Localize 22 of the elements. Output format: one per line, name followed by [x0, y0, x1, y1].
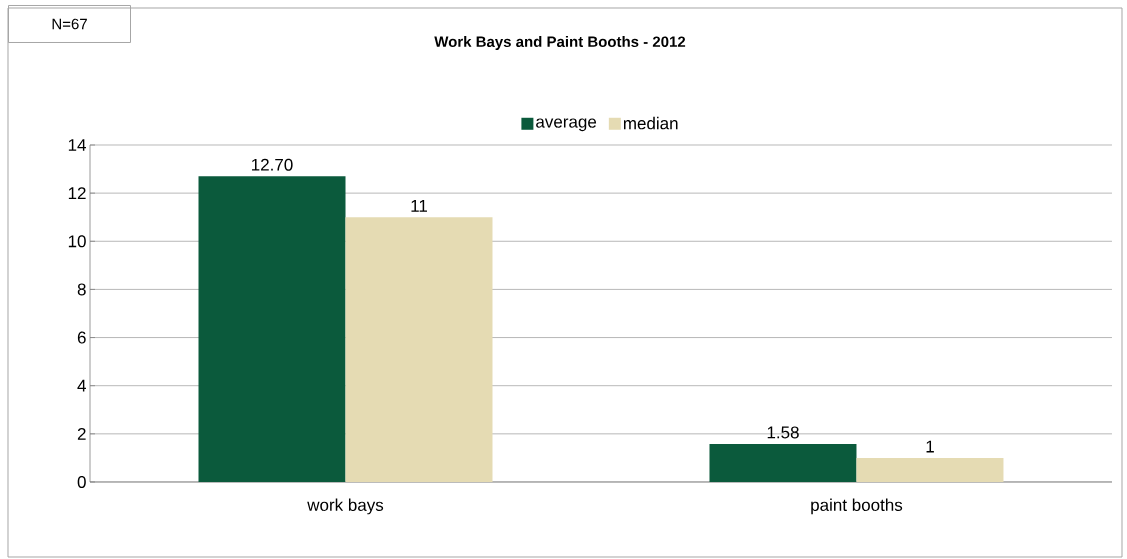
bar [198, 176, 346, 482]
y-tick-label: 4 [77, 379, 86, 392]
y-tick-label: 6 [77, 331, 86, 344]
y-tick-label: 2 [77, 427, 86, 440]
y-tick-label: 12 [68, 187, 86, 200]
bar [709, 443, 857, 482]
y-tick-label: 14 [68, 139, 86, 151]
data-label: 1.58 [767, 426, 799, 439]
data-label: 1 [926, 440, 934, 453]
x-tick-label: paint booths [811, 498, 903, 515]
y-tick-label: 10 [68, 235, 86, 248]
x-tick-label: work bays [307, 498, 384, 515]
bar [345, 217, 493, 482]
data-label: 12.70 [252, 158, 293, 171]
data-label: 11 [411, 199, 427, 212]
legend-label: average [536, 118, 597, 132]
y-tick-label: 8 [77, 283, 86, 296]
y-tick-label: 0 [77, 475, 86, 489]
text: N=67 [52, 18, 87, 30]
legend-label: median [623, 116, 678, 130]
chart-title: Work Bays and Paint Booths - 2012 [434, 36, 686, 50]
bar [856, 457, 1004, 482]
